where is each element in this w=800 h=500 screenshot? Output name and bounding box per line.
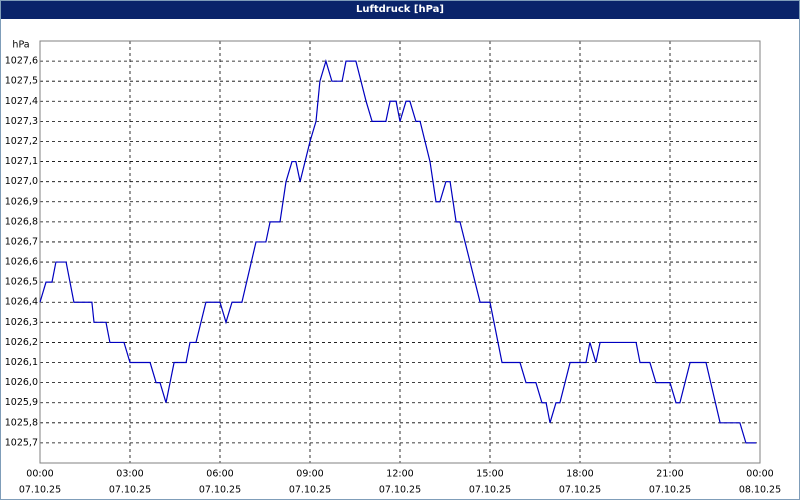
x-tick-label: 21:00 xyxy=(656,469,683,480)
x-tick-label: 07.10.25 xyxy=(289,485,331,496)
data-line xyxy=(39,58,757,444)
y-tick-label: 1027,0 xyxy=(5,176,38,187)
x-tick-label: 07.10.25 xyxy=(109,485,151,496)
y-tick-label: 1027,4 xyxy=(5,96,38,107)
y-tick-label: 1027,2 xyxy=(5,136,38,147)
y-tick-label: 1026,1 xyxy=(5,357,38,368)
x-tick-label: 07.10.25 xyxy=(559,485,601,496)
x-tick-label: 03:00 xyxy=(116,469,143,480)
y-tick-label: 1027,1 xyxy=(5,156,38,167)
x-tick-label: 07.10.25 xyxy=(649,485,691,496)
x-tick-label: 07.10.25 xyxy=(19,485,61,496)
x-tick-label: 00:00 xyxy=(746,469,773,480)
y-tick-label: 1026,8 xyxy=(5,216,38,227)
x-tick-label: 00:00 xyxy=(26,469,53,480)
y-tick-label: 1027,5 xyxy=(5,76,38,87)
x-tick-label: 15:00 xyxy=(476,469,503,480)
y-tick-label: 1025,9 xyxy=(5,397,38,408)
x-tick-label: 09:00 xyxy=(296,469,323,480)
y-tick-label: 1025,8 xyxy=(5,417,38,428)
x-tick-label: 07.10.25 xyxy=(379,485,421,496)
y-tick-label: 1027,6 xyxy=(5,56,38,67)
y-tick-label: 1026,2 xyxy=(5,337,38,348)
y-axis-label: hPa xyxy=(12,40,29,51)
y-tick-label: 1027,3 xyxy=(5,116,38,127)
y-tick-label: 1026,7 xyxy=(5,236,38,247)
plot-frame xyxy=(39,40,761,464)
x-tick-label: 06:00 xyxy=(206,469,233,480)
title-bar: Luftdruck [hPa] xyxy=(1,1,799,19)
x-tick-label: 18:00 xyxy=(566,469,593,480)
y-tick-label: 1026,5 xyxy=(5,277,38,288)
x-tick-label: 12:00 xyxy=(386,469,413,480)
x-tick-label: 07.10.25 xyxy=(199,485,241,496)
chart: hPa 1025,7 1025,8 1025,9 1026,0 1026,1 1026,2… xyxy=(5,40,781,496)
y-tick-label: 1025,7 xyxy=(5,437,38,448)
x-tick-label: 07.10.25 xyxy=(469,485,511,496)
y-tick-label: 1026,4 xyxy=(5,297,38,308)
x-tick-label: 08.10.25 xyxy=(739,485,781,496)
y-tick-label: 1026,6 xyxy=(5,257,38,268)
y-tick-label: 1026,3 xyxy=(5,317,38,328)
y-tick-label: 1026,9 xyxy=(5,196,38,207)
y-tick-label: 1026,0 xyxy=(5,377,38,388)
